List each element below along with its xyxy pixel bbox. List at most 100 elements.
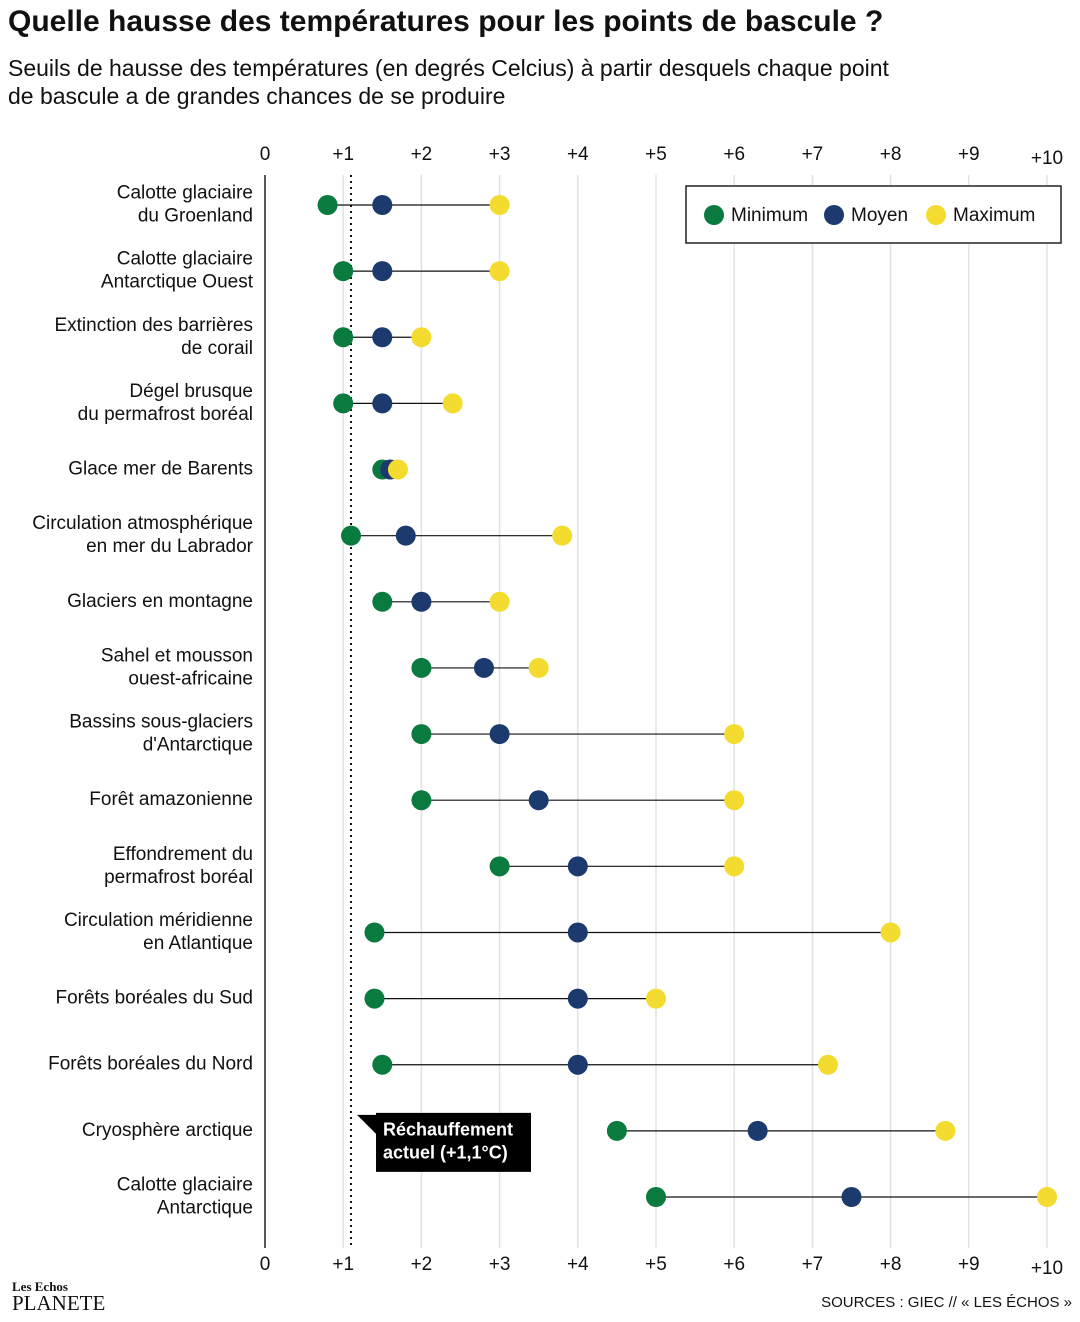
dot: [372, 261, 393, 282]
dot: [372, 327, 393, 348]
category-label: Calotte glaciaire: [117, 183, 253, 204]
dot: [333, 261, 354, 282]
dot: [489, 195, 510, 215]
dot: [395, 525, 416, 546]
x-tick-label: +3: [489, 1254, 511, 1275]
x-tick-label: +10: [1031, 1258, 1063, 1279]
category-label: du permafrost boréal: [78, 404, 253, 425]
dot: [489, 856, 510, 877]
x-tick-label: +6: [723, 1254, 745, 1275]
dot: [528, 657, 549, 678]
legend-marker: [824, 205, 844, 225]
dot: [489, 724, 510, 745]
category-label: Antarctique: [157, 1198, 253, 1219]
category-label: de corail: [181, 338, 253, 359]
category-label: d'Antarctique: [143, 735, 253, 756]
category-label: permafrost boréal: [104, 867, 253, 888]
dot: [411, 790, 432, 811]
x-tick-label: +7: [802, 144, 824, 165]
dot: [724, 724, 745, 745]
category-label: Antarctique Ouest: [101, 272, 254, 293]
dot: [841, 1187, 862, 1207]
legend-marker: [704, 205, 724, 225]
x-tick-label: 0: [260, 1254, 271, 1275]
legend-box: [685, 185, 1062, 244]
category-label: Circulation méridienne: [64, 910, 253, 931]
annotation-box: [357, 1112, 531, 1172]
category-label: Dégel brusque: [129, 381, 253, 402]
dot: [317, 195, 338, 215]
category-label: Cryosphère arctique: [82, 1120, 253, 1141]
category-label: Sahel et mousson: [101, 645, 253, 666]
x-tick-label: 0: [260, 144, 271, 165]
x-tick-label: +10: [1031, 148, 1063, 169]
subtitle: Seuils de hausse des températures (en de…: [8, 55, 890, 81]
source: SOURCES : GIEC // « LES ÉCHOS »: [821, 1294, 1072, 1311]
category-label: Bassins sous-glaciers: [69, 712, 253, 733]
legend-label: Maximum: [953, 205, 1035, 226]
logo: Les Echos: [12, 1279, 68, 1294]
x-tick-label: +4: [567, 144, 589, 165]
x-tick-label: +1: [332, 1254, 354, 1275]
dot: [606, 1120, 627, 1141]
dot: [372, 591, 393, 612]
x-tick-label: +9: [958, 144, 980, 165]
dot: [724, 856, 745, 877]
x-tick-label: +7: [802, 1254, 824, 1275]
x-tick-label: +4: [567, 1254, 589, 1275]
dot: [567, 922, 588, 943]
dot: [387, 459, 408, 480]
x-tick-label: +1: [332, 144, 354, 165]
dot: [880, 922, 901, 943]
category-label: Forêts boréales du Sud: [55, 988, 253, 1009]
dot: [411, 327, 432, 348]
dot: [567, 1054, 588, 1075]
dot: [333, 327, 354, 348]
x-tick-label: +3: [489, 144, 511, 165]
dot: [333, 393, 354, 414]
dot: [364, 922, 385, 943]
dot: [411, 657, 432, 678]
logo: PLANETE: [12, 1291, 105, 1315]
category-label: du Groenland: [138, 206, 253, 227]
category-label: Circulation atmosphérique: [32, 513, 253, 534]
dot: [646, 988, 666, 1009]
dot: [411, 591, 432, 612]
x-tick-label: +2: [411, 144, 433, 165]
dot: [372, 393, 393, 414]
dot: [473, 657, 494, 678]
dot: [411, 724, 432, 745]
category-label: Glace mer de Barents: [68, 459, 253, 480]
dot: [935, 1120, 956, 1141]
dot: [489, 591, 510, 612]
category-label: Calotte glaciaire: [117, 1175, 253, 1196]
category-label: en Atlantique: [143, 933, 253, 954]
x-tick-label: +5: [645, 144, 667, 165]
category-label: Forêts boréales du Nord: [48, 1054, 253, 1075]
annotation-text: actuel (+1,1°C): [383, 1143, 508, 1163]
dot: [372, 1054, 393, 1075]
category-label: Forêt amazonienne: [89, 789, 253, 810]
legend-marker: [926, 205, 946, 225]
dot: [552, 525, 573, 546]
chart-title: Quelle hausse des températures pour les …: [8, 5, 883, 38]
legend-label: Moyen: [851, 205, 908, 226]
category-label: ouest-africaine: [128, 668, 253, 689]
dot: [747, 1120, 768, 1141]
legend-label: Minimum: [731, 205, 808, 226]
category-label: Glaciers en montagne: [67, 591, 253, 612]
x-tick-label: +8: [880, 1254, 902, 1275]
dot: [567, 856, 588, 877]
x-tick-label: +2: [411, 1254, 433, 1275]
dot: [1037, 1187, 1057, 1207]
x-tick-label: +6: [723, 144, 745, 165]
dot: [442, 393, 463, 414]
annotation-text: Réchauffement: [383, 1120, 513, 1140]
x-tick-label: +5: [645, 1254, 667, 1275]
dot: [567, 988, 588, 1009]
dot: [818, 1054, 839, 1075]
category-label: Calotte glaciaire: [117, 249, 253, 270]
dot: [489, 261, 510, 282]
dot: [646, 1187, 666, 1207]
